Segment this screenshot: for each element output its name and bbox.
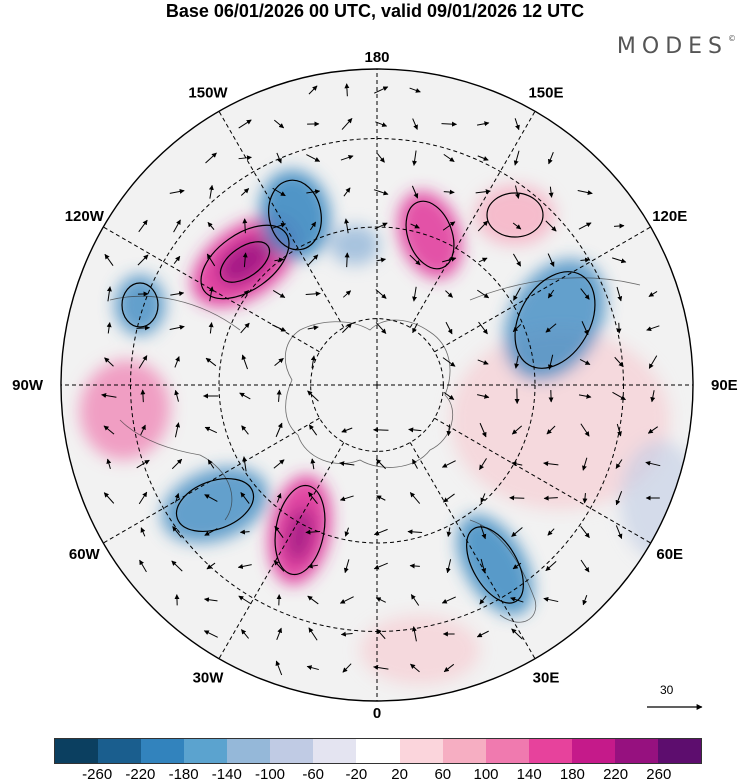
wind-arrow xyxy=(137,328,150,329)
colorbar-label: 20 xyxy=(391,766,408,783)
lon-label-120e: 120E xyxy=(652,208,687,225)
colorbar-swatch-8 xyxy=(400,739,443,763)
colorbar-swatch-12 xyxy=(572,739,615,763)
colorbar-swatch-11 xyxy=(529,739,572,763)
colorbar-swatch-2 xyxy=(141,739,184,763)
lon-label-150w: 150W xyxy=(188,84,228,101)
colorbar-label: 60 xyxy=(434,766,451,783)
colorbar-swatch-4 xyxy=(227,739,270,763)
colorbar-label: -140 xyxy=(212,766,242,783)
map-title: Base 06/01/2026 00 UTC, valid 09/01/2026… xyxy=(0,0,750,22)
colorbar-swatch-6 xyxy=(313,739,356,763)
lon-label-30e: 30E xyxy=(533,670,560,687)
colorbar-swatch-10 xyxy=(486,739,529,763)
lon-label-60e: 60E xyxy=(656,546,683,563)
colorbar-label: 260 xyxy=(646,766,671,783)
colorbar-swatch-9 xyxy=(443,739,486,763)
wind-arrow xyxy=(347,84,348,96)
colorbar-labels: -260 -220 -180 -140 -100 -60 -20 20 60 100 140 180 2… xyxy=(0,766,750,784)
colorbar-swatch-0 xyxy=(55,739,98,763)
wind-arrow xyxy=(347,253,348,267)
lon-label-120w: 120W xyxy=(65,208,105,225)
lon-label-90e: 90E xyxy=(711,377,738,394)
lon-label-180: 180 xyxy=(364,49,389,66)
colorbar-swatch-3 xyxy=(184,739,227,763)
wind-arrow xyxy=(442,124,457,125)
lon-label-0: 0 xyxy=(373,705,381,722)
colorbar-swatch-14 xyxy=(658,739,701,763)
colorbar-swatch-1 xyxy=(98,739,141,763)
wind-arrow xyxy=(143,390,144,402)
colorbar-label: 100 xyxy=(473,766,498,783)
negative-anomaly-13 xyxy=(330,225,380,265)
colorbar-label: 180 xyxy=(560,766,585,783)
colorbar-label: -180 xyxy=(169,766,199,783)
colorbar-swatch-7 xyxy=(356,739,399,763)
lon-label-60w: 60W xyxy=(69,546,101,563)
lon-label-30w: 30W xyxy=(193,670,225,687)
colorbar-label: 140 xyxy=(517,766,542,783)
lon-label-90w: 90W xyxy=(12,377,44,394)
positive-anomaly-15 xyxy=(360,615,480,685)
colorbar-label: 220 xyxy=(603,766,628,783)
wind-arrow xyxy=(374,430,389,431)
wind-arrow xyxy=(614,226,624,227)
colorbar-label: -100 xyxy=(255,766,285,783)
colorbar-label: -220 xyxy=(125,766,155,783)
wind-arrow xyxy=(510,498,525,499)
colorbar xyxy=(54,738,702,764)
colorbar-label: -20 xyxy=(346,766,368,783)
wind-scale-label: 30 xyxy=(660,683,673,697)
colorbar-swatch-13 xyxy=(615,739,658,763)
colorbar-label: -60 xyxy=(302,766,324,783)
negative-anomaly-14 xyxy=(620,440,700,560)
colorbar-label: -260 xyxy=(82,766,112,783)
colorbar-swatch-5 xyxy=(270,739,313,763)
brand-logo: MODES© xyxy=(617,34,736,59)
lon-label-150e: 150E xyxy=(528,84,563,101)
